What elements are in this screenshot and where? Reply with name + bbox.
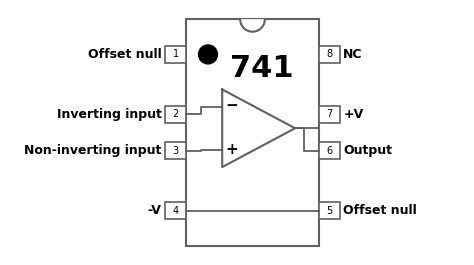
Bar bbox=[165, 46, 186, 63]
Text: Inverting input: Inverting input bbox=[57, 108, 162, 121]
Text: 2: 2 bbox=[173, 109, 179, 119]
Text: +V: +V bbox=[343, 108, 364, 121]
Text: 3: 3 bbox=[173, 146, 179, 156]
Text: Offset null: Offset null bbox=[88, 48, 162, 61]
Text: 4: 4 bbox=[173, 206, 179, 216]
Text: Offset null: Offset null bbox=[343, 204, 417, 217]
Text: 6: 6 bbox=[326, 146, 332, 156]
Text: -V: -V bbox=[148, 204, 162, 217]
Text: 5: 5 bbox=[326, 206, 332, 216]
Text: −: − bbox=[225, 98, 238, 113]
Bar bbox=[319, 202, 339, 219]
Circle shape bbox=[199, 45, 218, 64]
Text: 741: 741 bbox=[230, 54, 294, 83]
Text: Output: Output bbox=[343, 144, 392, 157]
Bar bbox=[165, 105, 186, 122]
Bar bbox=[319, 105, 339, 122]
Text: NC: NC bbox=[343, 48, 363, 61]
Text: 8: 8 bbox=[326, 49, 332, 59]
Bar bbox=[319, 143, 339, 160]
Text: 7: 7 bbox=[326, 109, 332, 119]
Text: Non-inverting input: Non-inverting input bbox=[24, 144, 162, 157]
Bar bbox=[319, 46, 339, 63]
Text: 1: 1 bbox=[173, 49, 179, 59]
Bar bbox=[186, 19, 319, 246]
Bar bbox=[165, 202, 186, 219]
Text: +: + bbox=[225, 143, 238, 157]
Bar bbox=[165, 143, 186, 160]
